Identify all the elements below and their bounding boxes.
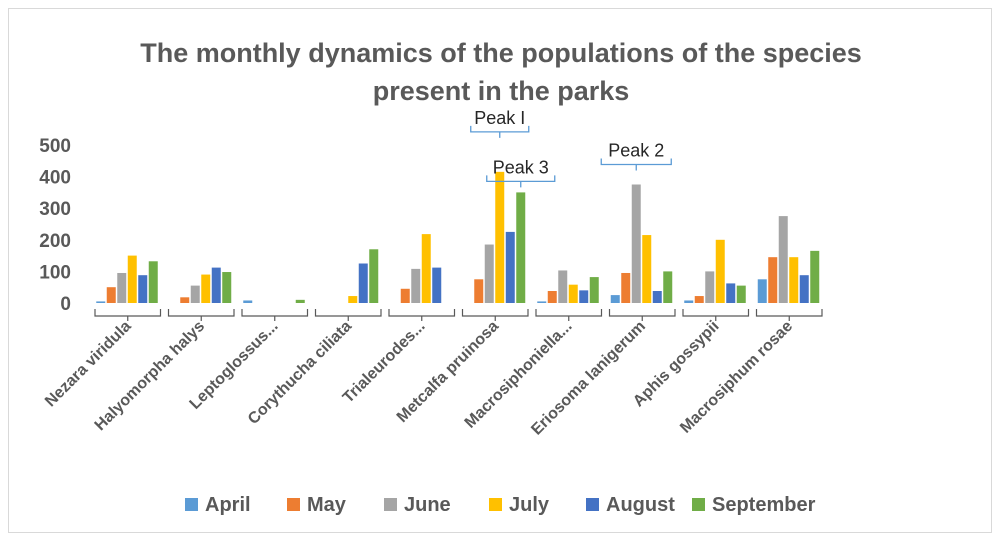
bar-july-corythucha-ciliata	[348, 296, 358, 303]
bar-may-aphis-gossypii	[694, 296, 704, 303]
bar-august-macrosiphum-rosae	[799, 275, 809, 303]
bar-june-aphis-gossypii	[705, 271, 715, 303]
bar-september-corythucha-ciliata	[369, 249, 379, 303]
category-bracket	[535, 309, 603, 321]
bar-august-metcalfa-pruinosa	[505, 231, 515, 303]
y-tick-label: 400	[39, 168, 71, 189]
bar-may-trialeurodes	[400, 288, 410, 303]
bars	[96, 171, 820, 303]
bar-june-metcalfa-pruinosa	[484, 244, 494, 303]
category-bracket	[608, 309, 676, 321]
bar-june-macrosiphum-rosae	[778, 216, 788, 303]
annotation-bracket	[486, 175, 556, 188]
bar-july-macrosiphum-rosae	[789, 257, 799, 303]
legend-swatch-may	[287, 498, 300, 511]
bar-september-macrosiphum-rosae	[810, 250, 820, 303]
annotation-bracket	[470, 125, 530, 138]
legend-label-june: June	[404, 494, 451, 516]
chart-title-line: present in the parks	[373, 76, 630, 106]
bar-june-halyomorpha-halys	[190, 285, 200, 303]
legend: April May June July August September	[185, 494, 816, 516]
bar-april-macrosiphum-rosae	[757, 279, 767, 303]
chart-title: The monthly dynamics of the populations …	[140, 38, 862, 106]
bar-august-eriosoma-lanigerum	[652, 290, 662, 303]
y-tick-label: 0	[60, 294, 71, 315]
bar-august-aphis-gossypii	[726, 283, 736, 303]
category-bracket	[461, 309, 529, 321]
bar-august-macrosiphoniella	[579, 290, 589, 303]
legend-swatch-june	[384, 498, 397, 511]
bar-august-corythucha-ciliata	[358, 263, 368, 303]
legend-label-april: April	[205, 494, 251, 516]
chart-frame: The monthly dynamics of the populations …	[8, 8, 992, 533]
category-bracket	[167, 309, 235, 321]
y-tick-label: 300	[39, 199, 71, 220]
bar-june-eriosoma-lanigerum	[631, 184, 641, 303]
bar-august-nezara-viridula	[138, 275, 148, 303]
bar-april-eriosoma-lanigerum	[610, 295, 620, 303]
legend-label-september: September	[712, 494, 816, 516]
bar-april-aphis-gossypii	[684, 300, 694, 303]
bar-september-metcalfa-pruinosa	[516, 192, 526, 303]
bar-may-metcalfa-pruinosa	[474, 279, 484, 303]
annotation-label: Peak I	[474, 108, 525, 128]
legend-label-august: August	[606, 494, 675, 516]
chart-title-line: The monthly dynamics of the populations …	[140, 38, 862, 68]
category-bracket	[314, 309, 382, 321]
annotation-label: Peak 2	[608, 141, 664, 161]
bar-may-eriosoma-lanigerum	[621, 272, 631, 303]
bar-july-macrosiphoniella	[568, 284, 578, 303]
legend-swatch-august	[586, 498, 599, 511]
annotation-label: Peak 3	[493, 157, 549, 177]
category-bracket	[94, 309, 162, 321]
bar-july-eriosoma-lanigerum	[642, 235, 652, 303]
bar-september-eriosoma-lanigerum	[663, 271, 673, 303]
y-axis: 0 100 200 300 400 500	[39, 136, 71, 315]
y-tick-label: 500	[39, 136, 71, 157]
category-bracket	[682, 309, 750, 321]
bar-september-macrosiphoniella	[589, 277, 599, 303]
bar-may-macrosiphum-rosae	[768, 257, 778, 303]
bar-august-halyomorpha-halys	[211, 267, 221, 303]
chart: The monthly dynamics of the populations …	[39, 38, 862, 516]
bar-july-aphis-gossypii	[715, 239, 725, 303]
bar-may-halyomorpha-halys	[180, 297, 190, 303]
bar-april-leptoglossus	[243, 300, 253, 303]
y-tick-label: 100	[39, 262, 71, 283]
bar-september-leptoglossus	[295, 299, 305, 303]
bar-july-trialeurodes	[421, 234, 431, 303]
bar-april-nezara-viridula	[96, 301, 106, 303]
bar-may-nezara-viridula	[106, 287, 116, 303]
annotation-bracket	[600, 158, 672, 171]
bar-june-macrosiphoniella	[558, 270, 568, 303]
bar-may-macrosiphoniella	[547, 290, 557, 303]
bar-september-nezara-viridula	[148, 261, 158, 303]
category-bracket	[388, 309, 456, 321]
bar-august-trialeurodes	[432, 267, 442, 303]
bar-september-aphis-gossypii	[736, 285, 746, 303]
category-brackets	[94, 309, 823, 321]
legend-label-july: July	[509, 494, 550, 516]
category-bracket	[755, 309, 823, 321]
category-bracket	[241, 309, 309, 321]
annotations: Peak I Peak 3 Peak 2	[470, 108, 672, 188]
bar-april-macrosiphoniella	[537, 301, 547, 303]
bar-june-trialeurodes	[411, 268, 421, 303]
bar-july-halyomorpha-halys	[201, 274, 211, 303]
bar-september-halyomorpha-halys	[222, 272, 232, 303]
legend-label-may: May	[307, 494, 347, 516]
legend-swatch-september	[692, 498, 705, 511]
legend-swatch-april	[185, 498, 198, 511]
legend-swatch-july	[489, 498, 502, 511]
bar-june-nezara-viridula	[117, 272, 127, 303]
y-tick-label: 200	[39, 231, 71, 252]
bar-july-metcalfa-pruinosa	[495, 171, 505, 303]
bar-july-nezara-viridula	[127, 255, 137, 303]
